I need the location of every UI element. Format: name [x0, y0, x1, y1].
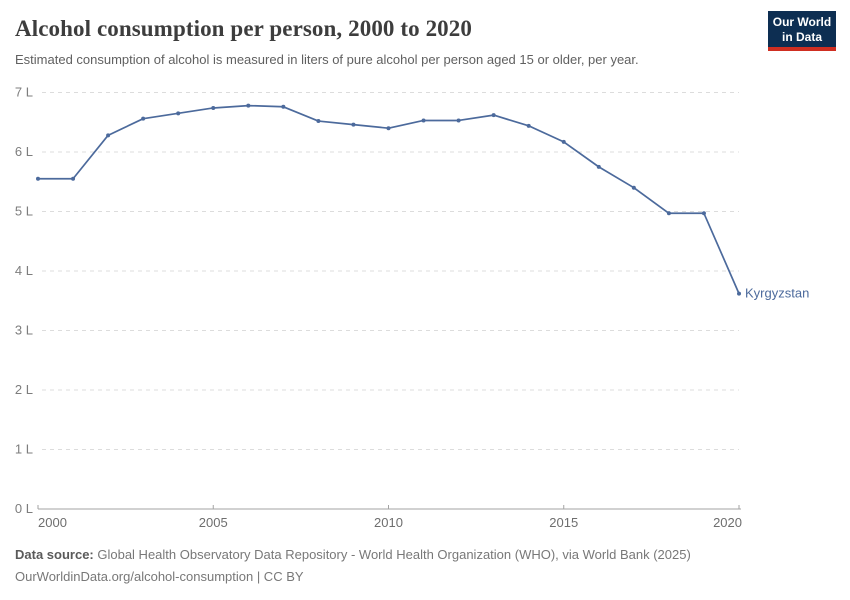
chart-footer: Data source: Global Health Observatory D… [15, 544, 691, 588]
data-point[interactable] [456, 118, 461, 123]
y-tick-label: 1 L [15, 442, 33, 457]
data-point[interactable] [386, 126, 391, 131]
y-tick-label: 5 L [15, 204, 33, 219]
data-point[interactable] [491, 113, 496, 118]
data-point[interactable] [666, 211, 671, 216]
y-tick-label: 4 L [15, 263, 33, 278]
data-point[interactable] [211, 105, 216, 110]
x-tick-label: 2020 [713, 515, 742, 530]
x-tick-label: 2005 [199, 515, 228, 530]
series-line[interactable] [38, 104, 740, 294]
owid-logo[interactable]: Our World in Data [768, 11, 836, 51]
chart-title: Alcohol consumption per person, 2000 to … [15, 16, 472, 41]
data-point[interactable] [106, 133, 111, 138]
chart-subtitle: Estimated consumption of alcohol is meas… [15, 52, 639, 67]
data-source-label: Data source: [15, 547, 94, 562]
data-point[interactable] [351, 122, 356, 127]
y-tick-label: 3 L [15, 323, 33, 338]
owid-logo-line2: in Data [781, 30, 822, 44]
entity-label[interactable]: Kyrgyzstan [745, 286, 809, 301]
data-source-text: Global Health Observatory Data Repositor… [93, 547, 691, 562]
data-point[interactable] [561, 139, 566, 144]
data-point[interactable] [141, 116, 146, 121]
owid-logo-line1: Our World [772, 15, 832, 29]
data-point[interactable] [596, 164, 601, 169]
x-tick-label: 2015 [549, 515, 578, 530]
data-point[interactable] [281, 104, 286, 109]
y-tick-label: 7 L [15, 85, 33, 100]
data-point[interactable] [701, 211, 706, 216]
license-line[interactable]: OurWorldinData.org/alcohol-consumption |… [15, 569, 304, 584]
data-point[interactable] [176, 111, 181, 116]
chart-svg: 0 L 1 L 2 L 3 L 4 L 5 L 6 L 7 L 2000 2005 2010 2015… [15, 85, 809, 531]
data-point[interactable] [421, 118, 426, 123]
data-source-line: Data source: Global Health Observatory D… [15, 544, 691, 566]
data-point[interactable] [316, 119, 321, 124]
x-tick-label: 2010 [374, 515, 403, 530]
data-point[interactable] [71, 176, 76, 181]
data-point[interactable] [526, 123, 531, 128]
y-tick-label: 6 L [15, 144, 33, 159]
y-tick-label: 0 L [15, 501, 33, 516]
data-point[interactable] [36, 176, 40, 181]
y-tick-label: 2 L [15, 382, 33, 397]
data-point[interactable] [246, 103, 251, 108]
data-point[interactable] [737, 291, 741, 296]
data-point[interactable] [631, 185, 636, 190]
x-tick-label: 2000 [38, 515, 67, 530]
